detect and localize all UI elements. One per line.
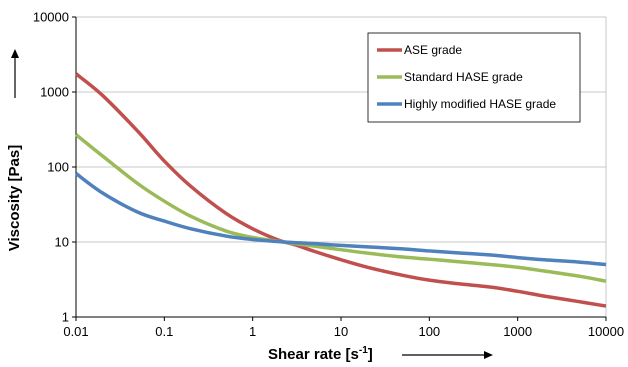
series-line-ase — [74, 72, 607, 308]
x-tick-label-1: 0.1 — [155, 324, 173, 339]
y-tick-label-0: 1 — [62, 310, 69, 325]
y-tick-label-3: 1000 — [40, 85, 69, 100]
x-tick-label-2: 1 — [249, 324, 256, 339]
legend-label-ase: ASE grade — [404, 43, 462, 57]
x-tick-label-6: 10000 — [588, 324, 624, 339]
y-axis-arrow — [11, 49, 19, 98]
legend-label-standard-hase: Standard HASE grade — [404, 70, 523, 84]
legend-item-ase: ASE grade — [377, 43, 462, 57]
y-tick-label-1: 10 — [55, 235, 69, 250]
series-line-standard-hase — [74, 133, 607, 283]
tick-labels: 1 10 100 1000 10000 0.01 0.1 1 10 100 1000 10000 — [33, 10, 624, 340]
y-tick-label-2: 100 — [47, 160, 69, 175]
y-axis-title: Viscosity [Pas] — [6, 145, 23, 251]
x-tick-label-5: 1000 — [503, 324, 532, 339]
legend-item-standard-hase: Standard HASE grade — [377, 70, 523, 84]
axes-layer — [72, 16, 607, 321]
x-tick-label-0: 0.01 — [63, 324, 88, 339]
x-axis-title-end: ] — [368, 346, 373, 363]
x-axis-title-main: Shear rate [s — [268, 346, 359, 363]
series-line-highly-modified-hase — [74, 172, 607, 267]
x-tick-label-3: 10 — [334, 324, 348, 339]
x-axis-arrow — [402, 351, 493, 359]
grid-layer — [76, 16, 606, 243]
legend-label-highly-modified-hase: Highly modified HASE grade — [404, 97, 556, 111]
legend-box — [367, 32, 581, 123]
x-tick-label-4: 100 — [418, 324, 440, 339]
x-axis-title: Shear rate [s-1] — [268, 345, 373, 363]
legend: ASE grade Standard HASE grade Highly mod… — [367, 32, 581, 123]
series-layer — [74, 72, 607, 308]
y-tick-label-4: 10000 — [33, 10, 69, 25]
x-axis-title-superscript: -1 — [359, 345, 368, 356]
legend-item-highly-modified-hase: Highly modified HASE grade — [377, 97, 556, 111]
